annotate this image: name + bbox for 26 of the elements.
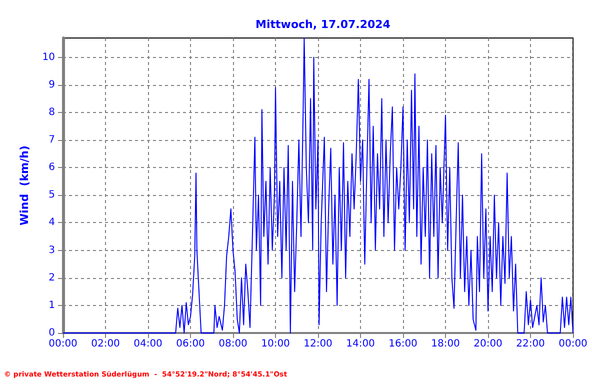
x-tick-label: 14:00 [346, 338, 375, 350]
y-tick-label: 2 [48, 272, 55, 284]
chart-title: Mittwoch, 17.07.2024 [256, 18, 391, 31]
x-tick-label: 22:00 [516, 338, 545, 350]
y-tick-label: 5 [48, 190, 55, 201]
x-tick-label: 08:00 [218, 338, 248, 350]
y-tick-label: 1 [48, 300, 55, 311]
y-tick-label: 3 [48, 244, 55, 256]
x-tick-label: 04:00 [134, 338, 162, 350]
x-tick-label: 00:00 [558, 338, 588, 350]
x-tick-label: 06:00 [176, 338, 205, 350]
y-tick-label: 4 [48, 217, 55, 228]
x-tick-label: 16:00 [388, 338, 418, 350]
y-tick-label: 10 [42, 52, 55, 63]
y-tick-label: 6 [48, 162, 55, 174]
x-tick-label: 20:00 [474, 338, 502, 350]
y-tick-label: 0 [48, 328, 55, 338]
x-tick-label: 02:00 [91, 338, 120, 350]
x-tick-label: 18:00 [431, 338, 460, 350]
y-axis-title: Wind (km/h) [18, 146, 31, 226]
x-tick-label: 12:00 [304, 338, 332, 350]
x-tick-label: 00:00 [48, 338, 78, 350]
y-tick-label: 7 [48, 134, 55, 146]
y-tick-label: 8 [48, 106, 55, 118]
x-tick-label: 10:00 [261, 338, 290, 350]
y-tick-label: 9 [48, 79, 55, 90]
